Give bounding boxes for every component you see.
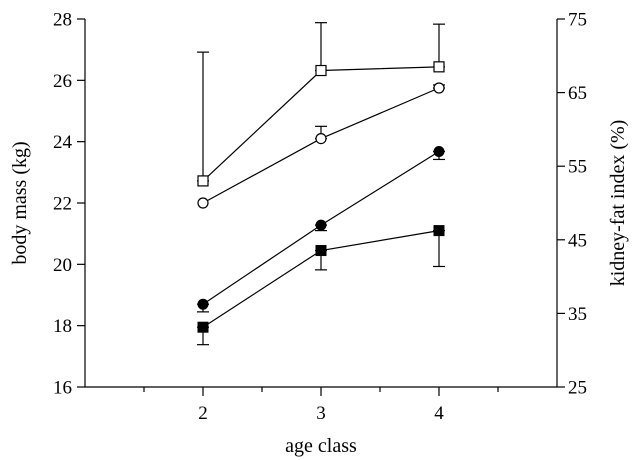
series-open-square [197,22,445,187]
y-left-tick-label: 24 [53,132,73,153]
y-left-tick-label: 22 [53,194,72,215]
data-point [197,197,209,209]
y-axis-right-title: kidney-fat index (%) [607,120,629,287]
series-line [202,66,440,182]
data-point [315,245,327,257]
series-filled-square [197,225,445,346]
x-axis-title: age class [285,435,357,457]
data-point [433,82,445,94]
x-tick-label: 2 [198,403,208,424]
x-tick-label: 3 [316,403,326,424]
series-line [202,87,440,204]
y-left-tick-label: 18 [53,316,72,337]
y-right-tick-label: 25 [568,378,587,399]
series-layer [197,22,445,346]
y-left-tick-label: 16 [53,378,72,399]
y-right-tick-label: 65 [568,83,587,104]
y-axis-left-title: body mass (kg) [9,141,31,264]
y-right-tick-label: 75 [568,10,587,31]
data-point [315,133,327,145]
series-filled-circle [197,145,445,313]
x-tick-label: 4 [434,403,444,424]
axes: 16 18 20 22 24 26 28 25 35 45 55 65 75 2 3 4 [53,10,587,425]
y-left-tick-label: 20 [53,255,72,276]
data-point [433,61,445,73]
data-point [315,64,327,77]
y-right-tick-label: 45 [568,230,587,251]
y-left-tick-label: 28 [53,10,72,31]
data-point [197,298,209,310]
data-point [197,321,209,333]
data-point [433,225,445,237]
data-point [433,145,445,157]
series-open-circle [197,82,445,209]
y-right-tick-label: 35 [568,304,587,325]
y-right-tick-label: 55 [568,157,587,178]
data-point [197,175,209,187]
data-point [315,219,327,231]
y-left-tick-label: 26 [53,71,72,92]
